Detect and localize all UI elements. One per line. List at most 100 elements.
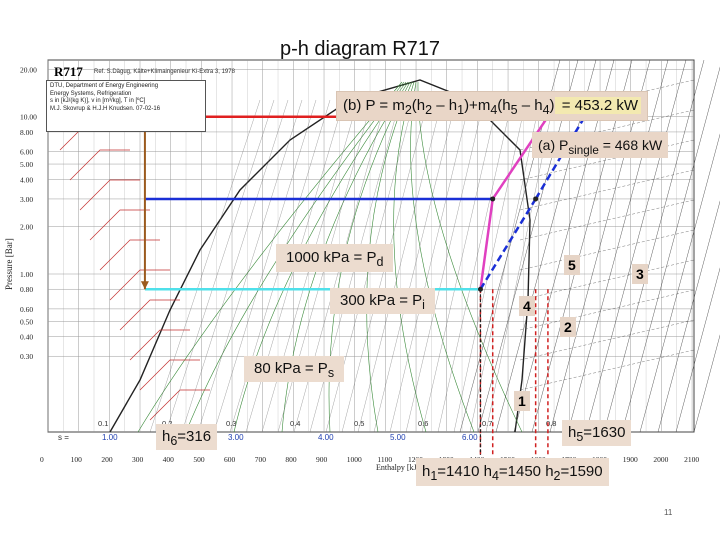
- intermediate-pressure-label: 300 kPa = Pi: [330, 288, 435, 314]
- pressure-tick-label: 6.00: [20, 148, 33, 157]
- single-stage-dashed-1: [479, 198, 537, 290]
- pressure-tick-label: 3.00: [20, 195, 33, 204]
- y-tick-labels: 20.00 10.00 8.00 6.00 5.00 4.00 3.00 2.00 1.00 0.…: [20, 65, 37, 361]
- h6-label: h6=316: [156, 424, 218, 450]
- wet-region-line: [405, 99, 485, 433]
- quality-label: 0.7: [482, 419, 492, 428]
- enthalpy-tick-label: 800: [285, 455, 297, 464]
- enthalpy-tick-label: 100: [71, 455, 83, 464]
- enthalpy-tick-label: 900: [316, 455, 328, 464]
- wet-region-line: [453, 99, 527, 433]
- entropy-label: s =: [58, 433, 69, 442]
- isotherm-line: [69, 149, 130, 181]
- power-equation-b: (b) P = m2(h2 – h1)+m4(h5 – h4) = 453.2 …: [336, 91, 649, 121]
- compression-high-stage: [491, 116, 549, 200]
- enthalpy-tick-label: 500: [193, 455, 205, 464]
- slide-title: p-h diagram R717: [279, 38, 441, 60]
- isentrope-line: [513, 59, 615, 433]
- quality-label: 0.3: [226, 419, 236, 428]
- quality-label: 0.1: [98, 419, 108, 428]
- isotherm-line: [89, 209, 150, 241]
- chart-info-box: DTU, Department of Energy Engineering En…: [46, 80, 206, 132]
- suction-pressure-label: 80 kPa = Ps: [244, 356, 345, 382]
- entropy-label: 4.00: [318, 433, 334, 442]
- isentrope-line: [603, 59, 705, 433]
- wet-region-line: [197, 99, 303, 433]
- state-point-3: 3: [632, 264, 648, 284]
- pressure-tick-label: 20.00: [20, 65, 37, 74]
- enthalpy-tick-label: 200: [101, 455, 113, 464]
- isentrope-line: [693, 334, 720, 433]
- wet-region-line: [437, 99, 513, 433]
- y-axis-label: Pressure [Bar]: [4, 238, 14, 290]
- enthalpy-values-row: h1=1410 h4=1450 h2=1590: [416, 458, 609, 486]
- pressure-tick-label: 0.50: [20, 317, 33, 326]
- page-number: 11: [664, 508, 673, 517]
- entropy-label: 6.00: [462, 433, 478, 442]
- quality-line: [393, 81, 427, 433]
- isentrope-line: [657, 200, 720, 433]
- quality-label: 0.8: [546, 419, 556, 428]
- state-point-marker: [533, 196, 539, 202]
- enthalpy-tick-label: 1100: [377, 455, 392, 464]
- power-equation-a: (a) Psingle = 468 kW: [532, 132, 669, 158]
- wet-region-line: [181, 99, 289, 433]
- wet-region-line: [469, 99, 541, 433]
- state-point-2: 2: [560, 317, 576, 337]
- state-point-1: 1: [514, 391, 530, 411]
- enthalpy-tick-label: 1200: [408, 455, 423, 464]
- expansion-arrowhead: [140, 281, 149, 290]
- quality-label: 0.5: [354, 419, 364, 428]
- pressure-tick-label: 0.80: [20, 285, 33, 294]
- compression-low-stage: [479, 198, 494, 290]
- isentrope-line: [675, 267, 720, 433]
- isotherm-line: [139, 359, 200, 391]
- wet-region-line: [165, 99, 275, 433]
- quality-line: [137, 81, 403, 433]
- enthalpy-tick-label: 2000: [653, 455, 668, 464]
- state-point-marker: [490, 196, 496, 202]
- state-point-marker: [477, 286, 483, 292]
- wet-region-line: [149, 99, 261, 433]
- wet-region-line: [389, 99, 471, 433]
- enthalpy-tick-label: 400: [163, 455, 175, 464]
- isotherm-line: [79, 179, 140, 211]
- pressure-tick-label: 1.00: [20, 270, 33, 279]
- power-value-b: = 453.2 kW: [554, 97, 642, 114]
- pressure-tick-label: 0.60: [20, 305, 33, 314]
- isentrope-line: [567, 59, 669, 433]
- quality-label: 0.4: [290, 419, 300, 428]
- state-point-4: 4: [519, 296, 535, 316]
- enthalpy-tick-label: 0: [40, 455, 44, 464]
- isentrope-line: [477, 59, 579, 433]
- refrigerant-name: R717: [54, 64, 83, 79]
- info-line: DTU, Department of Energy Engineering: [50, 83, 159, 89]
- enthalpy-tick-label: 2100: [684, 455, 699, 464]
- isotherm-line: [99, 239, 160, 271]
- info-line: M.J. Skovrup & H.J.H Knudsen. 07-02-16: [50, 105, 161, 112]
- enthalpy-tick-label: 300: [132, 455, 144, 464]
- isentrope-line: [585, 59, 687, 433]
- wet-region-line: [421, 99, 499, 433]
- enthalpy-tick-label: 1000: [347, 455, 362, 464]
- isotherm-line: [119, 299, 180, 331]
- quality-label: 0.2: [162, 419, 172, 428]
- pressure-tick-label: 4.00: [20, 175, 33, 184]
- isentrope-line: [639, 133, 720, 433]
- isentrope-line: [549, 59, 651, 433]
- isotherm-line: [109, 269, 170, 301]
- isotherm-line: [129, 329, 190, 361]
- entropy-label: 5.00: [390, 433, 406, 442]
- pressure-tick-label: 2.00: [20, 223, 33, 232]
- isentrope-line: [621, 66, 720, 433]
- entropy-label: 1.00: [102, 433, 118, 442]
- pressure-tick-label: 5.00: [20, 160, 33, 169]
- pressure-tick-label: 0.30: [20, 352, 33, 361]
- isentrope-line: [495, 59, 597, 433]
- state-point-5: 5: [564, 255, 580, 275]
- enthalpy-tick-label: 700: [255, 455, 267, 464]
- enthalpy-tick-label: 600: [224, 455, 236, 464]
- x-axis-label: Enthalpy [kJ/kg]: [376, 463, 430, 472]
- wet-region-line: [373, 99, 457, 433]
- chart-reference: Ref. S.Dägug, Kälte+Klimaingenieur Ki-Ex…: [94, 69, 235, 75]
